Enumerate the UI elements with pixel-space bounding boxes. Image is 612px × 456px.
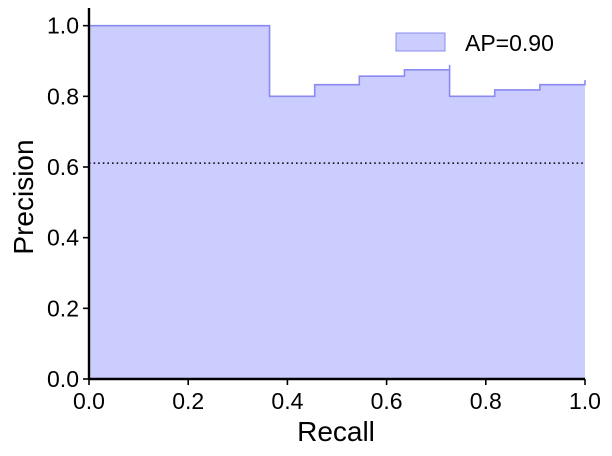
x-axis-title: Recall [297, 416, 375, 447]
y-tick-label: 1.0 [47, 13, 79, 39]
x-tick-label: 0.6 [371, 388, 403, 414]
plot-area [89, 24, 586, 380]
x-tick-label: 0.2 [172, 388, 204, 414]
legend: AP=0.90 [395, 30, 554, 56]
y-tick-label: 0.8 [47, 83, 79, 109]
x-tick-label: 0.4 [271, 388, 303, 414]
axes [87, 8, 585, 381]
y-tick-label: 0.0 [47, 366, 79, 392]
x-tick-label: 1.0 [569, 388, 601, 414]
legend-label: AP=0.90 [465, 30, 554, 56]
y-axis-title: Precision [8, 139, 39, 254]
legend-swatch [395, 32, 446, 52]
y-tick-label: 0.4 [47, 225, 79, 251]
ticks: 0.0 0.2 0.4 0.6 0.8 1.0 0.0 0.2 0.4 0.6 0.8 1.0 [47, 13, 601, 414]
pr-area-fill [89, 25, 585, 380]
y-tick-label: 0.2 [47, 295, 79, 321]
x-tick-label: 0.8 [470, 388, 502, 414]
y-tick-label: 0.6 [47, 154, 79, 180]
x-tick-label: 0.0 [73, 388, 105, 414]
pr-step-line [89, 24, 586, 98]
